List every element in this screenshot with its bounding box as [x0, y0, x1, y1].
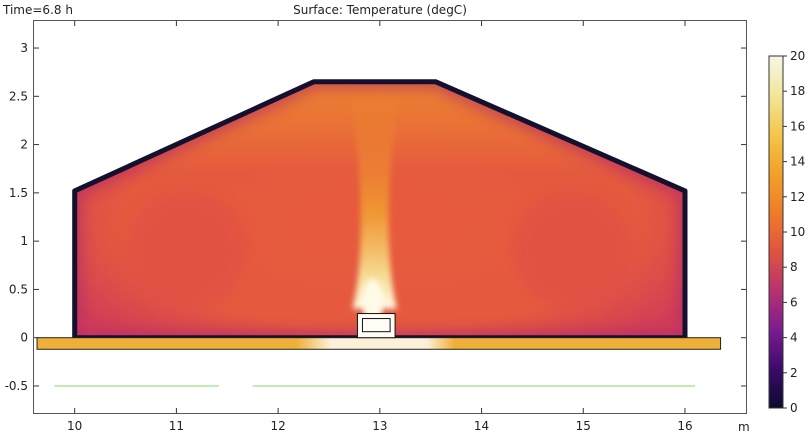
cool-zone-left — [126, 190, 247, 311]
colorbar-tick-label: 6 — [790, 295, 798, 309]
y-tick-label: 0 — [20, 331, 28, 345]
y-tick-label: -0.5 — [5, 379, 28, 393]
x-tick-label: 11 — [169, 419, 184, 432]
x-tick-label: 15 — [576, 419, 591, 432]
x-tick-label: 13 — [372, 419, 387, 432]
plot-title: Surface: Temperature (degC) — [293, 3, 467, 17]
heater-inner — [361, 318, 391, 333]
colorbar-tick-label: 0 — [790, 401, 798, 415]
cool-zone-right — [513, 190, 634, 311]
colorbar-tick-label: 12 — [790, 190, 805, 204]
y-tick-label: 3 — [20, 41, 28, 55]
y-tick-label: 1.5 — [9, 186, 28, 200]
y-tick-label: 2.5 — [9, 89, 28, 103]
y-tick-label: 1 — [20, 234, 28, 248]
x-tick-label: 16 — [677, 419, 692, 432]
colorbar-tick-label: 4 — [790, 331, 798, 345]
colorbar-tick-label: 2 — [790, 366, 798, 380]
floor-slab — [36, 337, 722, 350]
x-tick-label: 14 — [474, 419, 489, 432]
axes: 10 11 12 13 14 15 16 -0.5 0 0.5 1 1.5 2 2.5 3 — [5, 21, 746, 432]
colorbar-tick-label: 10 — [790, 225, 805, 239]
colorbar-gradient — [768, 55, 784, 409]
x-axis-unit-label: m — [738, 420, 750, 432]
heat-plume — [348, 91, 401, 309]
time-label: Time=6.8 h — [2, 3, 73, 17]
colorbar-tick-label: 8 — [790, 260, 798, 274]
y-tick-label: 0.5 — [9, 282, 28, 296]
colorbar-tick-label: 20 — [790, 49, 805, 63]
colorbar-tick-label: 18 — [790, 84, 805, 98]
house-domain — [36, 79, 722, 350]
heater-outer — [356, 313, 396, 339]
colorbar-tick-label: 16 — [790, 119, 805, 133]
x-tick-label: 12 — [270, 419, 285, 432]
x-tick-label: 10 — [67, 419, 82, 432]
colorbar-tick-label: 14 — [790, 155, 805, 169]
y-tick-label: 2 — [20, 138, 28, 152]
colorbar: 0 2 4 6 8 10 12 14 16 18 20 — [768, 49, 805, 415]
